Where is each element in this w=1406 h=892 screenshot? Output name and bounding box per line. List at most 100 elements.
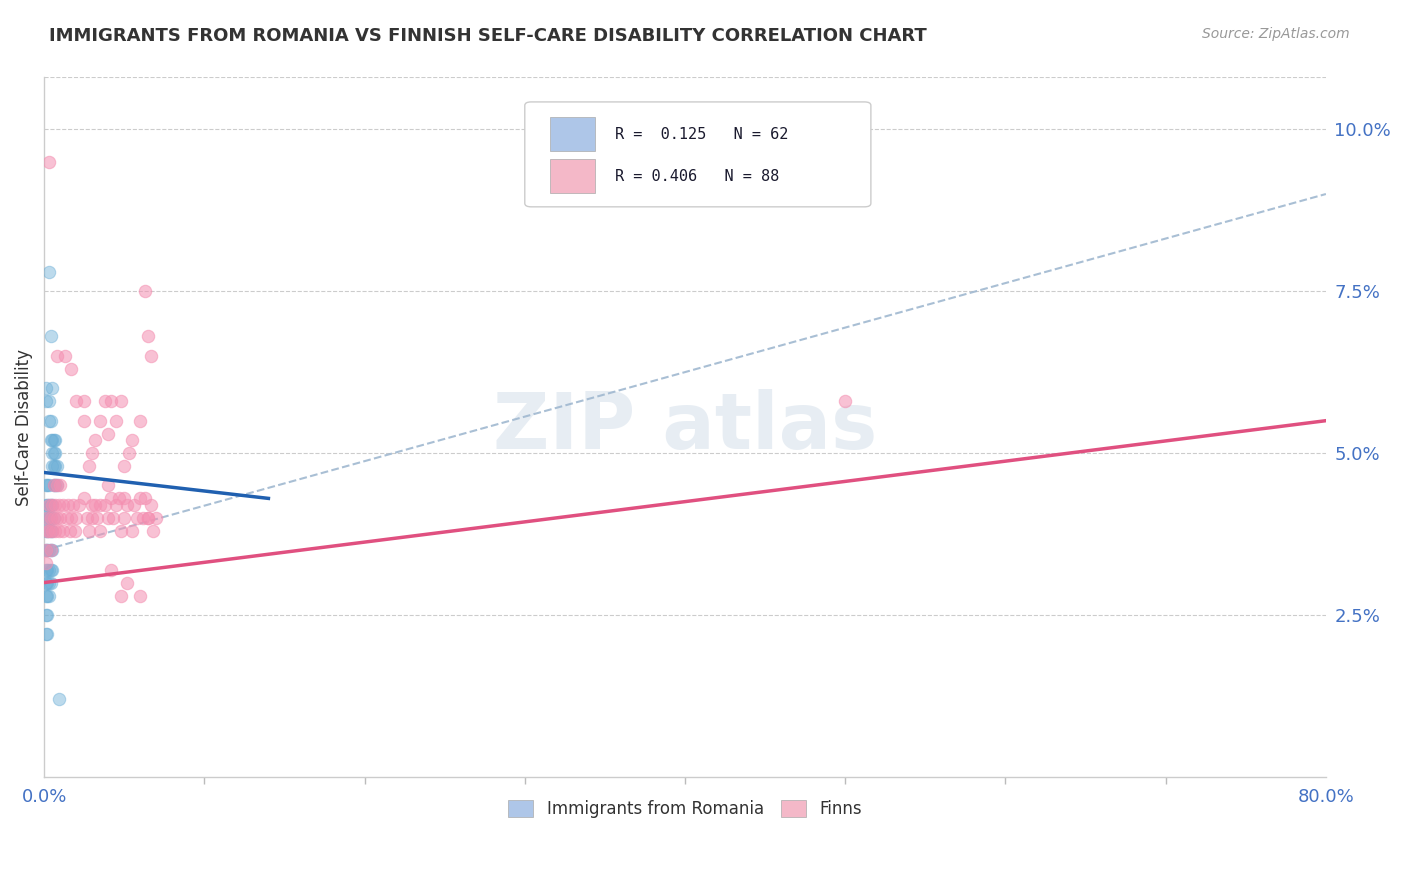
Point	[37, 498, 59, 512]
Point	[41, 433, 63, 447]
Point	[41, 381, 63, 395]
Point	[77, 524, 100, 538]
Point	[134, 284, 156, 298]
Point	[77, 458, 100, 473]
Point	[65, 394, 87, 409]
Point	[110, 524, 132, 538]
Point	[44, 498, 66, 512]
Point	[35, 524, 58, 538]
Point	[38, 524, 60, 538]
Point	[39, 563, 62, 577]
Point	[42, 511, 65, 525]
Point	[67, 498, 90, 512]
Point	[105, 414, 128, 428]
Point	[38, 154, 60, 169]
Point	[125, 511, 148, 525]
Point	[49, 478, 72, 492]
Point	[39, 414, 62, 428]
Point	[41, 543, 63, 558]
Point	[73, 394, 96, 409]
Point	[35, 627, 58, 641]
Point	[48, 692, 70, 706]
Point	[141, 498, 163, 512]
Point	[35, 511, 58, 525]
Point	[134, 491, 156, 506]
Point	[38, 394, 60, 409]
Point	[37, 543, 59, 558]
Point	[41, 458, 63, 473]
Point	[48, 498, 70, 512]
Point	[44, 478, 66, 492]
Point	[112, 511, 135, 525]
Point	[38, 543, 60, 558]
Point	[35, 575, 58, 590]
Point	[39, 575, 62, 590]
Point	[42, 478, 65, 492]
Point	[35, 478, 58, 492]
Point	[35, 394, 58, 409]
Point	[49, 511, 72, 525]
Point	[42, 433, 65, 447]
Point	[89, 498, 111, 512]
Point	[86, 511, 108, 525]
Y-axis label: Self-Care Disability: Self-Care Disability	[15, 349, 32, 506]
Point	[55, 511, 77, 525]
Point	[94, 498, 117, 512]
Point	[38, 524, 60, 538]
Point	[122, 498, 145, 512]
Point	[97, 426, 120, 441]
Point	[37, 627, 59, 641]
Point	[141, 349, 163, 363]
Point	[53, 349, 76, 363]
Point	[84, 498, 107, 512]
Point	[37, 524, 59, 538]
Point	[38, 511, 60, 525]
Point	[100, 491, 122, 506]
Point	[41, 524, 63, 538]
Point	[37, 563, 59, 577]
Point	[48, 524, 70, 538]
Point	[82, 446, 104, 460]
Point	[132, 511, 155, 525]
Point	[65, 511, 87, 525]
Point	[121, 524, 143, 538]
Point	[37, 524, 59, 538]
Point	[45, 478, 67, 492]
Point	[35, 543, 58, 558]
Point	[39, 511, 62, 525]
Point	[117, 498, 139, 512]
Point	[129, 414, 152, 428]
Point	[42, 511, 65, 525]
Point	[94, 394, 117, 409]
Point	[82, 498, 104, 512]
Point	[41, 524, 63, 538]
Point	[39, 498, 62, 512]
Text: Source: ZipAtlas.com: Source: ZipAtlas.com	[1202, 27, 1350, 41]
Point	[44, 433, 66, 447]
Point	[41, 446, 63, 460]
Point	[56, 498, 79, 512]
Point	[35, 589, 58, 603]
Point	[42, 458, 65, 473]
Point	[112, 491, 135, 506]
Point	[110, 394, 132, 409]
Point	[35, 556, 58, 570]
Point	[82, 511, 104, 525]
FancyBboxPatch shape	[550, 118, 595, 151]
Point	[41, 563, 63, 577]
Point	[101, 511, 124, 525]
Point	[59, 524, 82, 538]
FancyBboxPatch shape	[524, 102, 870, 207]
Point	[89, 414, 111, 428]
FancyBboxPatch shape	[550, 160, 595, 193]
Point	[35, 607, 58, 622]
Point	[39, 543, 62, 558]
Point	[97, 511, 120, 525]
Text: R =  0.125   N = 62: R = 0.125 N = 62	[614, 127, 787, 142]
Point	[38, 498, 60, 512]
Point	[37, 478, 59, 492]
Point	[60, 362, 83, 376]
Point	[73, 414, 96, 428]
Point	[63, 524, 86, 538]
Point	[44, 458, 66, 473]
